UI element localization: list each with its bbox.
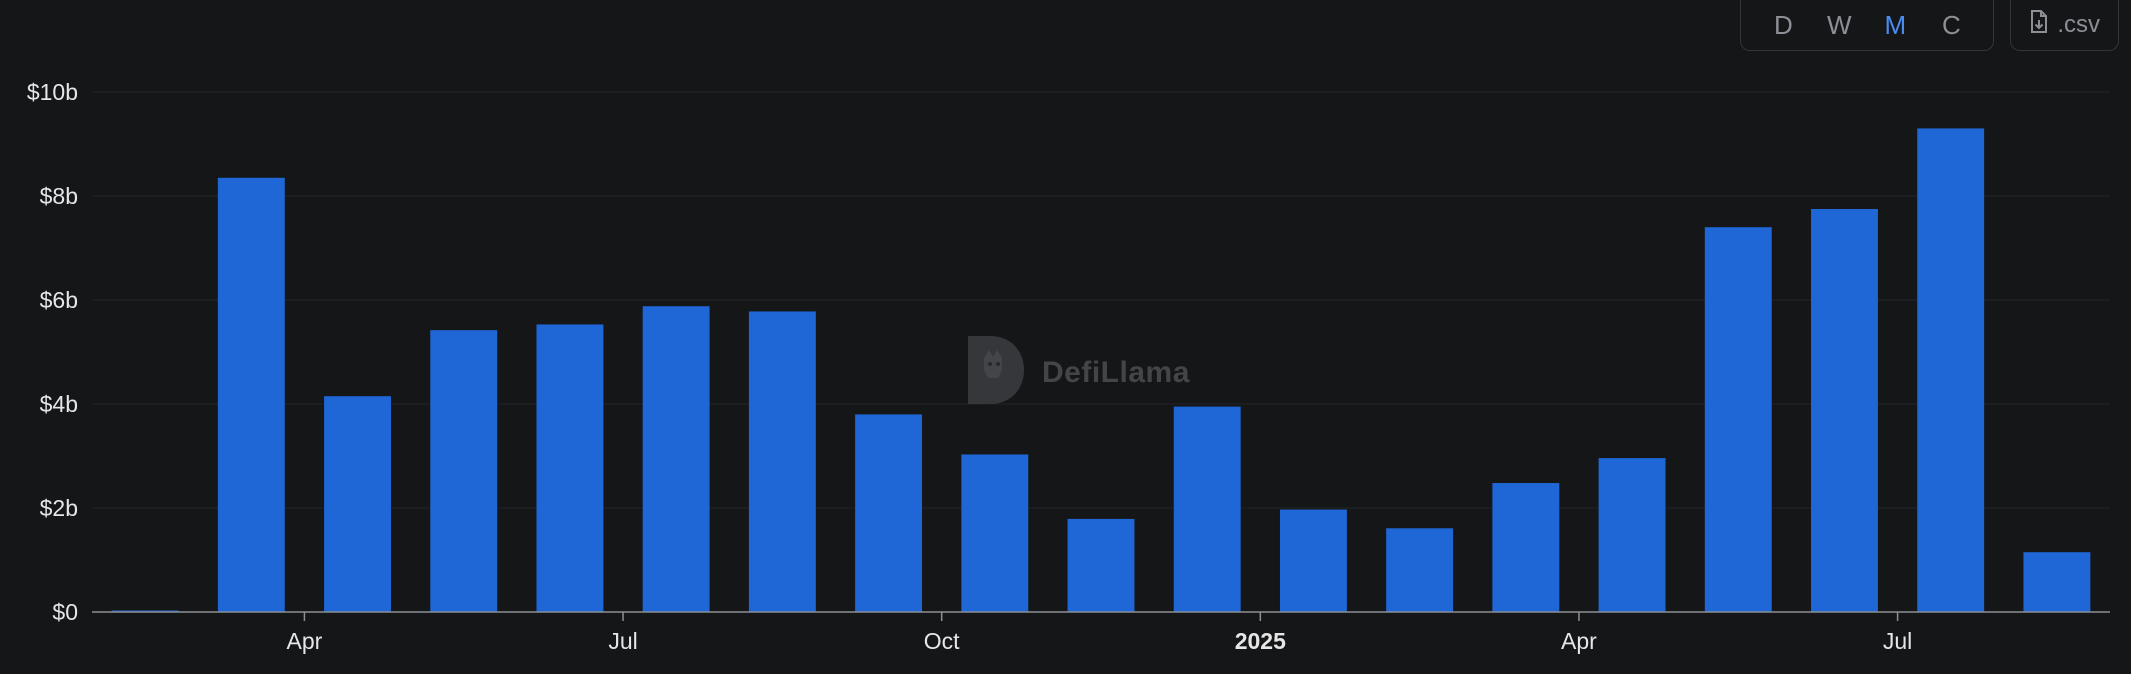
interval-day-button[interactable]: D <box>1773 10 1793 40</box>
llama-logo-icon <box>960 330 1030 415</box>
bar <box>748 311 816 612</box>
grid-lines <box>92 91 2110 509</box>
x-tick-label: Jul <box>1883 628 1912 654</box>
bar <box>217 177 285 613</box>
bar <box>1279 509 1347 612</box>
bar <box>1492 483 1560 612</box>
bar <box>1704 227 1772 612</box>
csv-label: .csv <box>2057 11 2100 38</box>
bar <box>1598 458 1666 612</box>
bar <box>536 324 604 612</box>
interval-selector: D W M C <box>1740 0 1995 51</box>
axes: $0 $2b $4b $6b $8b $10b Apr Jul Oct 2025 Apr Jul <box>27 79 2110 654</box>
x-tick-label: Jul <box>608 628 637 654</box>
x-tick-label: Oct <box>924 628 960 654</box>
watermark: DefiLlama <box>960 330 1190 415</box>
interval-month-button[interactable]: M <box>1884 10 1907 40</box>
bar <box>1067 518 1135 612</box>
x-tick-label: 2025 <box>1235 628 1286 654</box>
y-tick-label: $0 <box>52 599 78 625</box>
bar <box>1811 209 1878 612</box>
interval-week-button[interactable]: W <box>1827 10 1852 40</box>
x-tick-label: Apr <box>1561 628 1597 654</box>
y-tick-label: $8b <box>40 183 78 209</box>
bar <box>324 396 391 612</box>
bar <box>642 306 710 612</box>
download-csv-button[interactable]: .csv <box>2010 0 2119 51</box>
chart-toolbar: D W M C .csv <box>1740 0 2119 51</box>
bar <box>1917 128 1985 612</box>
bar <box>961 454 1029 612</box>
watermark-text: DefiLlama <box>1042 355 1190 389</box>
y-tick-label: $6b <box>40 287 78 313</box>
y-tick-label: $2b <box>40 495 78 521</box>
y-tick-label: $10b <box>27 79 78 105</box>
bar <box>855 414 923 612</box>
bar <box>1173 406 1241 612</box>
bar <box>2023 552 2091 612</box>
interval-cumulative-button[interactable]: C <box>1941 10 1961 40</box>
file-download-icon <box>2029 9 2049 41</box>
bar <box>1386 528 1454 612</box>
bar <box>430 330 498 612</box>
bars <box>111 128 2091 613</box>
x-tick-label: Apr <box>287 628 323 654</box>
y-tick-label: $4b <box>40 391 78 417</box>
